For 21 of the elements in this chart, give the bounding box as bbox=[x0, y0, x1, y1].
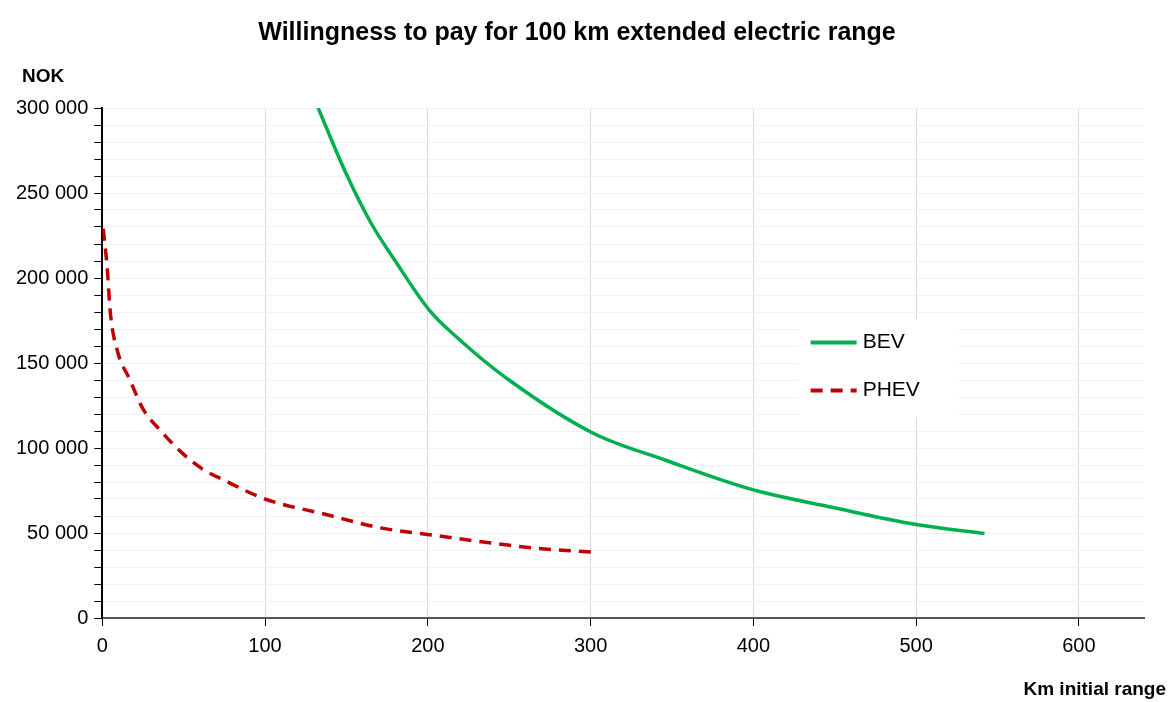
x-tick-label: 200 bbox=[411, 633, 445, 656]
y-tick-label: 300 000 bbox=[16, 95, 89, 118]
chart-title: Willingness to pay for 100 km extended electric range bbox=[258, 16, 896, 45]
line-series bbox=[316, 108, 987, 536]
x-tick-label: 300 bbox=[573, 633, 608, 656]
x-tick-label: 500 bbox=[899, 633, 933, 656]
legend-label: PHEV bbox=[862, 377, 920, 401]
x-tick-label: 400 bbox=[736, 633, 771, 656]
y-tick-label: 100 000 bbox=[16, 435, 89, 458]
line-series bbox=[102, 226, 594, 554]
legend-label: BEV bbox=[862, 329, 905, 353]
x-tick-label: 100 bbox=[248, 633, 282, 656]
x-tick-label: 0 bbox=[96, 633, 108, 656]
y-tick-label: 50 000 bbox=[27, 520, 89, 543]
y-tick-label: 200 000 bbox=[16, 265, 89, 288]
y-tick-label: 0 bbox=[77, 605, 89, 628]
y-tick-label: 150 000 bbox=[16, 350, 89, 373]
y-axis-title: NOK bbox=[22, 64, 65, 86]
x-axis-title: Km initial range bbox=[1023, 677, 1166, 699]
x-tick-label: 600 bbox=[1062, 633, 1096, 656]
y-tick-label: 250 000 bbox=[16, 180, 89, 203]
